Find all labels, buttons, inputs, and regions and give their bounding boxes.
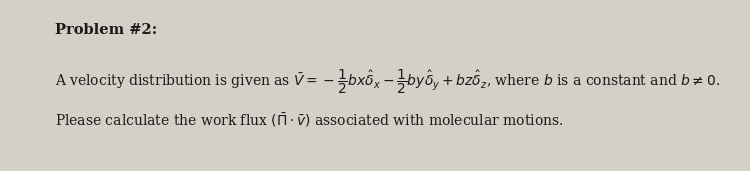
Text: A velocity distribution is given as $\bar{V} = -\dfrac{1}{2}bx\hat{\delta}_x - \: A velocity distribution is given as $\ba… bbox=[55, 68, 720, 96]
Text: Please calculate the work flux $(\bar{\Pi}\cdot\bar{v})$ associated with molecul: Please calculate the work flux $(\bar{\P… bbox=[55, 111, 563, 129]
Text: Problem #2:: Problem #2: bbox=[55, 23, 158, 37]
